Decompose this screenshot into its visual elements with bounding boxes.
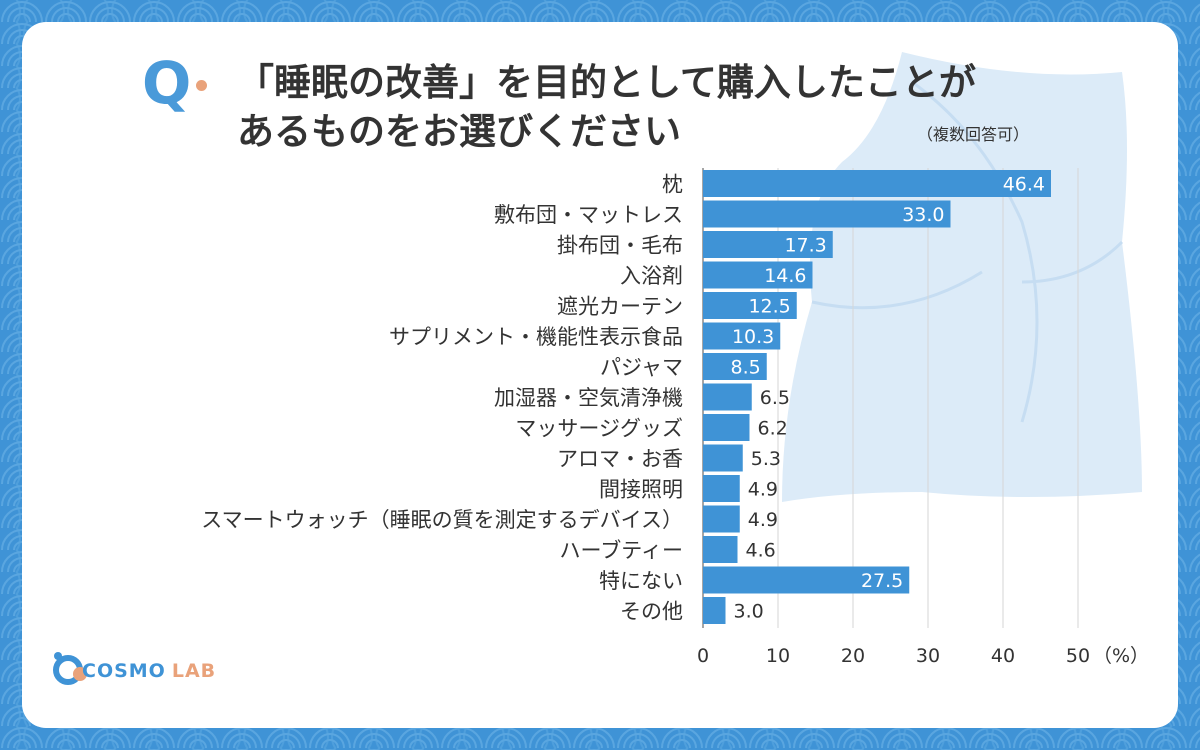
x-tick-label: 10 bbox=[766, 645, 790, 667]
logo-text-lab: LAB bbox=[171, 660, 217, 682]
value-label: 46.4 bbox=[1003, 174, 1045, 196]
bar bbox=[703, 505, 740, 533]
multiple-answer-note: （複数回答可） bbox=[917, 125, 1030, 144]
cosmo-lab-logo-icon bbox=[53, 652, 87, 685]
bar bbox=[703, 200, 951, 228]
value-label: 12.5 bbox=[748, 296, 790, 318]
bar bbox=[703, 383, 752, 411]
value-label: 5.3 bbox=[751, 448, 781, 470]
value-label: 4.9 bbox=[748, 509, 778, 531]
x-tick-label: 0 bbox=[697, 645, 709, 667]
question-title-line-2: あるものをお選びください bbox=[237, 110, 681, 153]
category-label: サプリメント・機能性表示食品 bbox=[389, 325, 683, 349]
bar bbox=[703, 475, 740, 502]
category-label: ハーブティー bbox=[560, 539, 683, 563]
value-label: 4.9 bbox=[748, 479, 778, 501]
category-label: 特にない bbox=[599, 569, 683, 593]
pillow-illustration bbox=[782, 52, 1142, 502]
value-label: 17.3 bbox=[784, 235, 826, 257]
value-label: 8.5 bbox=[731, 357, 761, 379]
category-label: マッサージグッズ bbox=[515, 417, 683, 441]
value-label: 27.5 bbox=[861, 570, 903, 592]
category-label: アロマ・お香 bbox=[557, 447, 683, 471]
x-tick-label: 50 bbox=[1066, 645, 1090, 667]
bar bbox=[703, 292, 797, 319]
chart-card: Q 「睡眠の改善」を目的として購入したことが あるものをお選びください （複数回… bbox=[22, 22, 1178, 728]
value-label: 10.3 bbox=[732, 326, 774, 348]
bar bbox=[703, 597, 726, 624]
category-label: 敷布団・マットレス bbox=[494, 203, 683, 227]
x-tick-label: 20 bbox=[841, 645, 865, 667]
category-label: スマートウォッチ（睡眠の質を測定するデバイス） bbox=[201, 508, 683, 532]
value-label: 4.6 bbox=[746, 540, 776, 562]
value-label: 3.0 bbox=[734, 601, 764, 623]
question-mark-label: Q bbox=[142, 49, 192, 117]
category-label: 間接照明 bbox=[599, 478, 683, 502]
bar bbox=[703, 353, 767, 380]
value-label: 6.5 bbox=[760, 387, 790, 409]
category-label: 加湿器・空気清浄機 bbox=[494, 386, 683, 410]
x-tick-label: 30 bbox=[916, 645, 940, 667]
bar bbox=[703, 566, 910, 594]
value-label: 6.2 bbox=[758, 418, 788, 440]
bar bbox=[703, 536, 738, 563]
category-label: 枕 bbox=[662, 173, 683, 197]
bar bbox=[703, 261, 813, 289]
category-label: 掛布団・毛布 bbox=[557, 234, 683, 258]
category-label: 遮光カーテン bbox=[557, 295, 683, 319]
logo-text-cosmo: COSMO bbox=[82, 660, 166, 682]
bar bbox=[703, 414, 750, 441]
x-axis-unit-label: （%） bbox=[1093, 645, 1149, 667]
bar bbox=[703, 170, 1051, 197]
cosmo-lab-logo-text: COSMO LAB bbox=[82, 660, 216, 682]
x-tick-label: 40 bbox=[991, 645, 1015, 667]
value-label: 33.0 bbox=[902, 204, 944, 226]
bar bbox=[703, 322, 781, 350]
question-dot bbox=[196, 80, 207, 91]
value-label: 14.6 bbox=[764, 265, 806, 287]
category-label: 入浴剤 bbox=[620, 264, 683, 288]
bar bbox=[703, 231, 833, 258]
question-title-line-1: 「睡眠の改善」を目的として購入したことが bbox=[237, 61, 976, 104]
bar bbox=[703, 444, 743, 472]
category-label: パジャマ bbox=[600, 356, 683, 380]
category-label: その他 bbox=[620, 600, 683, 624]
